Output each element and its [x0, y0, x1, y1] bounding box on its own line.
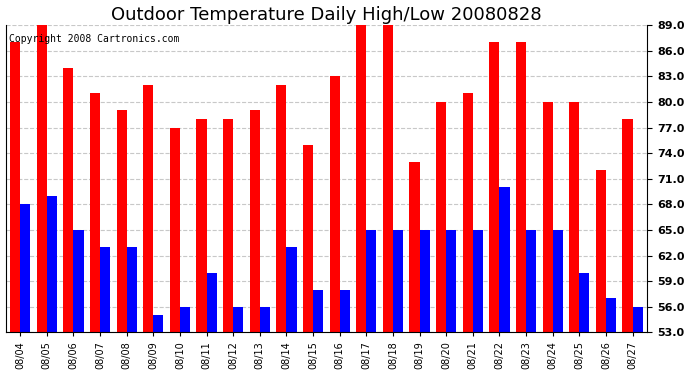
Bar — [366, 230, 377, 332]
Bar — [47, 196, 57, 332]
Bar — [206, 273, 217, 332]
Bar — [37, 25, 47, 332]
Bar — [197, 119, 206, 332]
Bar — [526, 230, 536, 332]
Bar — [339, 290, 350, 332]
Bar — [233, 307, 244, 332]
Bar — [436, 102, 446, 332]
Bar — [117, 111, 127, 332]
Bar — [10, 42, 20, 332]
Bar — [622, 119, 633, 332]
Bar — [250, 111, 260, 332]
Bar — [542, 102, 553, 332]
Bar — [473, 230, 483, 332]
Bar — [553, 230, 563, 332]
Text: Copyright 2008 Cartronics.com: Copyright 2008 Cartronics.com — [9, 34, 179, 44]
Bar — [286, 247, 297, 332]
Bar — [313, 290, 323, 332]
Bar — [20, 204, 30, 332]
Bar — [516, 42, 526, 332]
Bar — [223, 119, 233, 332]
Bar — [170, 128, 180, 332]
Bar — [303, 145, 313, 332]
Bar — [500, 187, 510, 332]
Bar — [73, 230, 83, 332]
Bar — [144, 85, 153, 332]
Title: Outdoor Temperature Daily High/Low 20080828: Outdoor Temperature Daily High/Low 20080… — [111, 6, 542, 24]
Bar — [420, 230, 430, 332]
Bar — [633, 307, 642, 332]
Bar — [90, 93, 100, 332]
Bar — [127, 247, 137, 332]
Bar — [383, 16, 393, 332]
Bar — [153, 315, 164, 332]
Bar — [409, 162, 420, 332]
Bar — [330, 76, 339, 332]
Bar — [446, 230, 456, 332]
Bar — [100, 247, 110, 332]
Bar — [180, 307, 190, 332]
Bar — [260, 307, 270, 332]
Bar — [63, 68, 73, 332]
Bar — [580, 273, 589, 332]
Bar — [463, 93, 473, 332]
Bar — [606, 298, 616, 332]
Bar — [596, 170, 606, 332]
Bar — [569, 102, 580, 332]
Bar — [356, 16, 366, 332]
Bar — [393, 230, 403, 332]
Bar — [489, 42, 500, 332]
Bar — [276, 85, 286, 332]
